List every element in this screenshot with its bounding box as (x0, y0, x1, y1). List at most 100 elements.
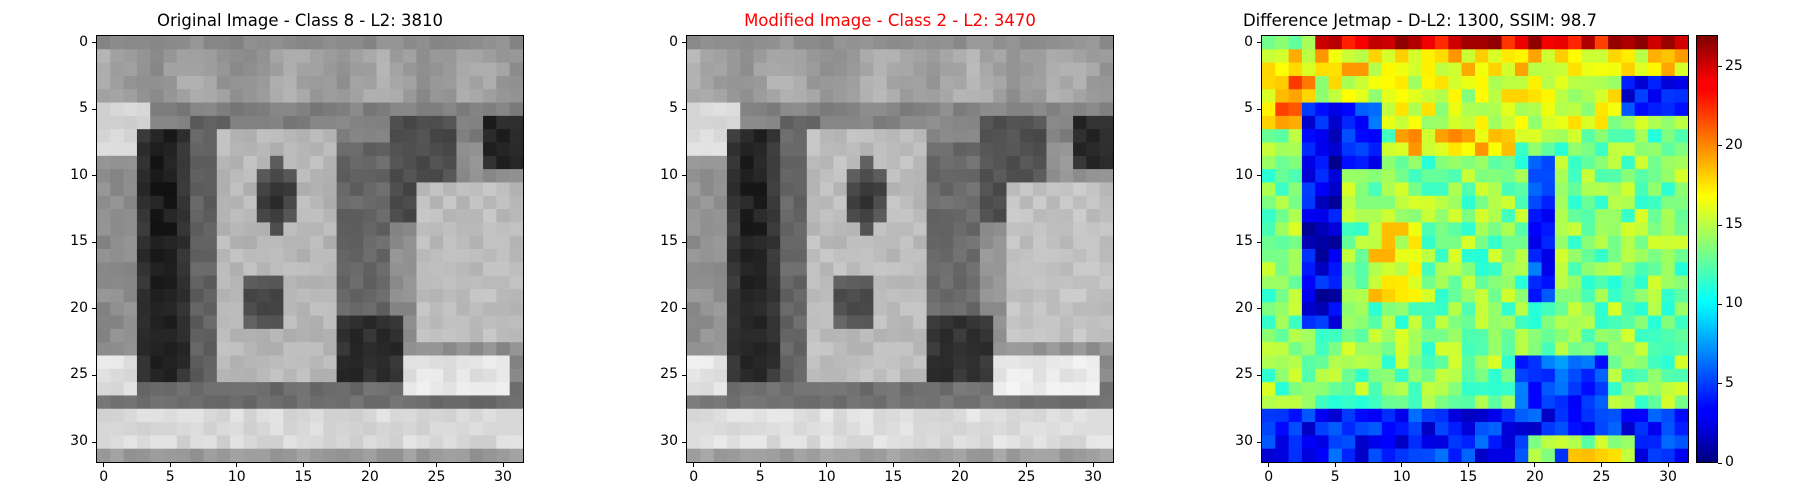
heatmap-cell (150, 368, 164, 383)
heatmap-cell (926, 315, 941, 330)
heatmap-cell (846, 222, 861, 237)
heatmap-cell (429, 89, 444, 103)
heatmap-cell (203, 142, 218, 157)
heatmap-cell (456, 342, 471, 356)
modified-y-tick-label: 15 (660, 233, 678, 250)
heatmap-cell (1528, 36, 1542, 50)
heatmap-cell (1608, 129, 1622, 143)
heatmap-cell (966, 89, 981, 103)
heatmap-cell (1488, 62, 1503, 77)
heatmap-cell (873, 222, 888, 237)
heatmap-cell (886, 129, 901, 143)
heatmap-cell (1073, 115, 1087, 130)
heatmap-cell (873, 288, 888, 303)
heatmap-cell (1368, 222, 1383, 237)
heatmap-cell (1608, 115, 1622, 130)
heatmap-cell (310, 328, 324, 343)
heatmap-cell (873, 448, 888, 462)
heatmap-cell (123, 262, 138, 277)
heatmap-cell (1528, 275, 1542, 290)
heatmap-cell (403, 49, 417, 64)
heatmap-cell (1073, 408, 1087, 423)
heatmap-cell (806, 182, 821, 197)
heatmap-cell (123, 182, 138, 197)
heatmap-cell (873, 395, 888, 410)
heatmap-cell (846, 382, 861, 396)
heatmap-cell (926, 115, 941, 130)
heatmap-cell (256, 222, 271, 237)
heatmap-cell (900, 355, 914, 370)
heatmap-cell (820, 382, 834, 396)
modified-y-tick-mark (682, 374, 686, 376)
heatmap-cell (150, 315, 164, 330)
heatmap-cell (1262, 422, 1276, 436)
heatmap-cell (873, 209, 888, 223)
heatmap-cell (1674, 49, 1688, 64)
heatmap-cell (283, 129, 298, 143)
heatmap-cell (1435, 102, 1449, 117)
heatmap-cell (509, 75, 523, 90)
heatmap-cell (270, 235, 284, 250)
heatmap-cell (509, 422, 523, 436)
heatmap-cell (1099, 36, 1113, 50)
modified-x-tick-mark (959, 463, 961, 467)
heatmap-cell (443, 395, 457, 410)
heatmap-cell (1541, 75, 1556, 90)
heatmap-cell (1581, 275, 1596, 290)
heatmap-cell (1006, 275, 1021, 290)
heatmap-cell (1568, 182, 1582, 197)
heatmap-cell (687, 395, 701, 410)
heatmap-cell (1435, 448, 1449, 462)
heatmap-cell (349, 182, 364, 197)
heatmap-cell (1448, 36, 1463, 50)
heatmap-cell (1341, 222, 1356, 237)
heatmap-cell (820, 155, 834, 170)
heatmap-cell (429, 222, 444, 237)
heatmap-cell (713, 395, 728, 410)
heatmap-cell (1621, 155, 1636, 170)
heatmap-cell (806, 155, 821, 170)
heatmap-cell (1099, 355, 1113, 370)
heatmap-cell (389, 422, 404, 436)
heatmap-cell (310, 435, 324, 450)
heatmap-cell (483, 408, 497, 423)
heatmap-cell (1435, 75, 1449, 90)
heatmap-cell (429, 422, 444, 436)
heatmap-cell (1275, 222, 1290, 237)
heatmap-cell (163, 382, 178, 396)
heatmap-cell (1328, 235, 1343, 250)
heatmap-cell (310, 102, 324, 117)
heatmap-cell (456, 49, 471, 64)
heatmap-cell (1315, 302, 1329, 316)
heatmap-cell (443, 302, 457, 316)
heatmap-cell (926, 235, 941, 250)
heatmap-cell (123, 129, 138, 143)
heatmap-cell (1648, 435, 1662, 450)
heatmap-cell (780, 342, 794, 356)
heatmap-cell (1541, 49, 1556, 64)
heatmap-cell (323, 102, 338, 117)
heatmap-cell (1421, 368, 1436, 383)
heatmap-cell (740, 249, 754, 263)
heatmap-cell (753, 129, 768, 143)
heatmap-cell (1288, 142, 1303, 157)
heatmap-cell (1621, 288, 1636, 303)
heatmap-cell (1621, 275, 1636, 290)
heatmap-cell (1288, 328, 1303, 343)
heatmap-cell (310, 182, 324, 197)
heatmap-cell (363, 315, 377, 330)
heatmap-cell (136, 115, 151, 130)
heatmap-cell (753, 75, 768, 90)
heatmap-cell (323, 315, 338, 330)
heatmap-cell (1059, 355, 1074, 370)
heatmap-cell (687, 235, 701, 250)
heatmap-cell (483, 49, 497, 64)
heatmap-cell (953, 382, 967, 396)
heatmap-cell (429, 328, 444, 343)
heatmap-cell (283, 36, 298, 50)
heatmap-cell (820, 448, 834, 462)
heatmap-cell (820, 235, 834, 250)
heatmap-cell (993, 395, 1007, 410)
heatmap-cell (243, 89, 258, 103)
heatmap-cell (1262, 49, 1276, 64)
